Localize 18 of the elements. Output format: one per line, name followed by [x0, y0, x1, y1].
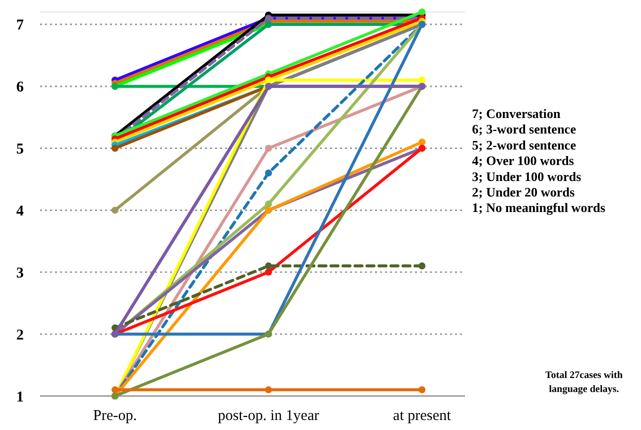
text: 7; Conversation — [472, 106, 562, 121]
y-tick-label: 3 — [16, 265, 24, 282]
text: 3; Under 100 words — [472, 168, 582, 184]
text: 6; 3-word sentence — [472, 122, 576, 137]
text: 2; Under 20 words — [472, 184, 575, 200]
y-tick-label: 1 — [16, 389, 24, 406]
text: 5; 2-word sentence — [472, 137, 576, 152]
y-tick-label: 2 — [16, 327, 24, 344]
x-tick-label: post-op. in 1year — [218, 408, 320, 424]
y-tick-label: 7 — [16, 18, 24, 34]
x-tick-label: at present — [393, 408, 452, 424]
y-tick-label: 4 — [16, 203, 24, 220]
x-tick-label: Pre-op. — [93, 408, 137, 424]
text: 1; No meaningful words — [472, 200, 606, 216]
y-tick-label: 5 — [16, 142, 24, 158]
y-tick-label: 6 — [16, 80, 24, 96]
text: Total 27cases with language delays. — [545, 370, 624, 395]
text: 4; Over 100 words — [472, 153, 574, 168]
